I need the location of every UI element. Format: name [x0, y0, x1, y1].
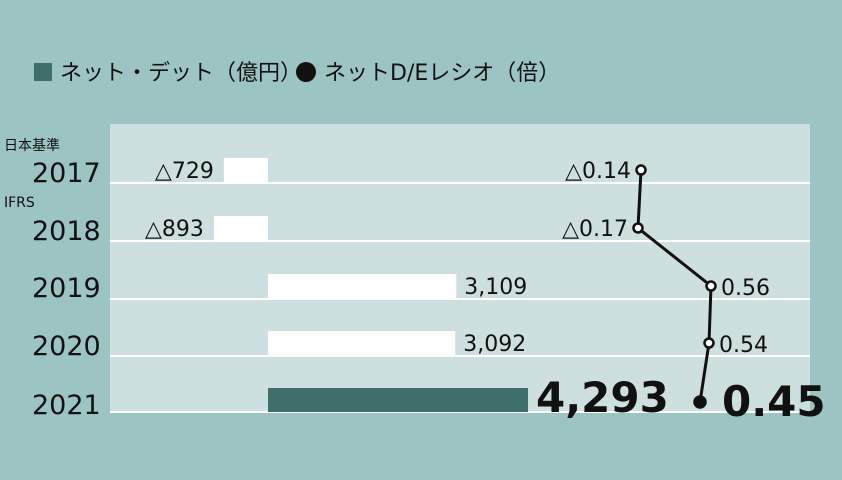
- legend-bar-swatch: [34, 63, 52, 81]
- de-point-2021: [693, 395, 707, 409]
- bar-value-label-2018: △893: [145, 217, 204, 242]
- bar-2021: [268, 388, 528, 412]
- year-label-2018: 2018: [32, 216, 101, 247]
- legend-line-swatch: [296, 62, 316, 82]
- year-label-2017: 2017: [32, 158, 101, 189]
- bar-2018: [213, 216, 268, 240]
- bar-2020: [268, 331, 456, 355]
- standard-label-2018: IFRS: [4, 195, 35, 211]
- standard-label-2017: 日本基準: [4, 137, 60, 154]
- year-label-2021: 2021: [32, 390, 101, 421]
- de-point-2018: [632, 222, 644, 234]
- de-point-2017: [635, 164, 647, 176]
- bar-value-label-2021: 4,293: [536, 373, 669, 422]
- de-value-label-2017: △0.14: [565, 159, 631, 184]
- row-dividers: [110, 182, 810, 413]
- de-value-label-2021: 0.45: [722, 377, 826, 426]
- bar-2019: [268, 274, 457, 298]
- legend-line-label: ネットD/Eレシオ（倍）: [324, 61, 560, 86]
- legend-bar-label: ネット・デット（億円）: [60, 61, 302, 86]
- bar-value-label-2017: △729: [155, 159, 214, 184]
- de-value-label-2019: 0.56: [721, 276, 770, 301]
- de-value-label-2018: △0.17: [562, 217, 628, 242]
- bar-2017: [223, 158, 268, 182]
- de-value-label-2020: 0.54: [719, 333, 768, 358]
- de-point-2019: [705, 280, 717, 292]
- year-label-2020: 2020: [32, 331, 101, 362]
- bar-value-label-2020: 3,092: [463, 332, 526, 357]
- bar-value-label-2019: 3,109: [464, 275, 527, 300]
- de-point-2020: [703, 337, 715, 349]
- year-label-2019: 2019: [32, 273, 101, 304]
